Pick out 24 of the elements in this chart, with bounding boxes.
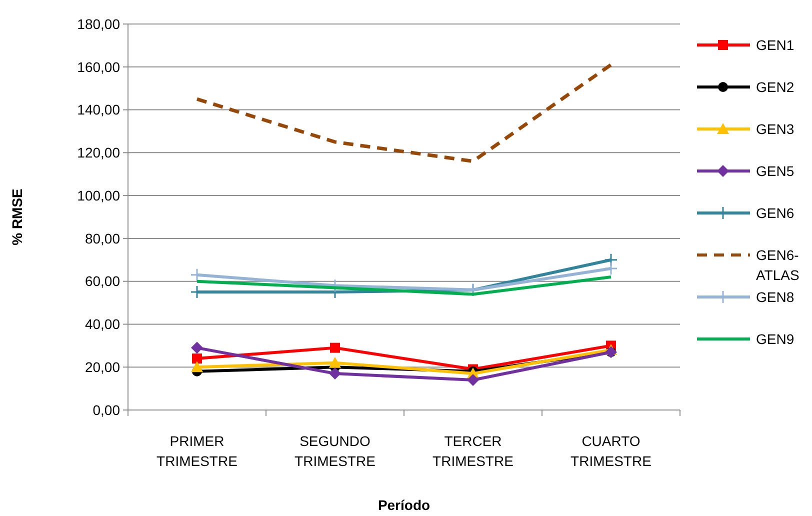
- x-tick-label: SEGUNDO TRIMESTRE: [294, 433, 376, 469]
- y-tick-label: 120,00: [77, 144, 120, 161]
- legend-label: GEN6: [756, 204, 794, 221]
- x-tick-label: CUARTO TRIMESTRE: [570, 433, 652, 469]
- y-tick-label: 140,00: [77, 102, 120, 118]
- y-tick-label: 60,00: [84, 273, 120, 290]
- legend-label: GEN2: [756, 78, 794, 95]
- y-tick-label: 160,00: [77, 58, 120, 75]
- y-tick-label: 80,00: [84, 230, 120, 246]
- legend-label: GEN3: [756, 120, 794, 137]
- x-tick-label: PRIMER TRIMESTRE: [156, 433, 238, 469]
- y-tick-label: 0,00: [92, 402, 120, 418]
- y-tick-label: 180,00: [77, 16, 120, 32]
- y-tick-label: 100,00: [77, 187, 120, 204]
- legend-label: GEN8: [756, 288, 794, 305]
- y-axis-title: % RMSE: [9, 188, 25, 246]
- legend-label: GEN9: [756, 330, 794, 347]
- legend-label: GEN1: [756, 36, 794, 53]
- y-tick-label: 20,00: [84, 359, 120, 376]
- legend-label: GEN5: [756, 162, 794, 179]
- legend-label: GEN6-ATLAS: [756, 246, 800, 283]
- y-tick-label: 40,00: [84, 316, 120, 332]
- x-tick-label: TERCER TRIMESTRE: [432, 433, 514, 469]
- x-axis-title: Período: [378, 497, 430, 513]
